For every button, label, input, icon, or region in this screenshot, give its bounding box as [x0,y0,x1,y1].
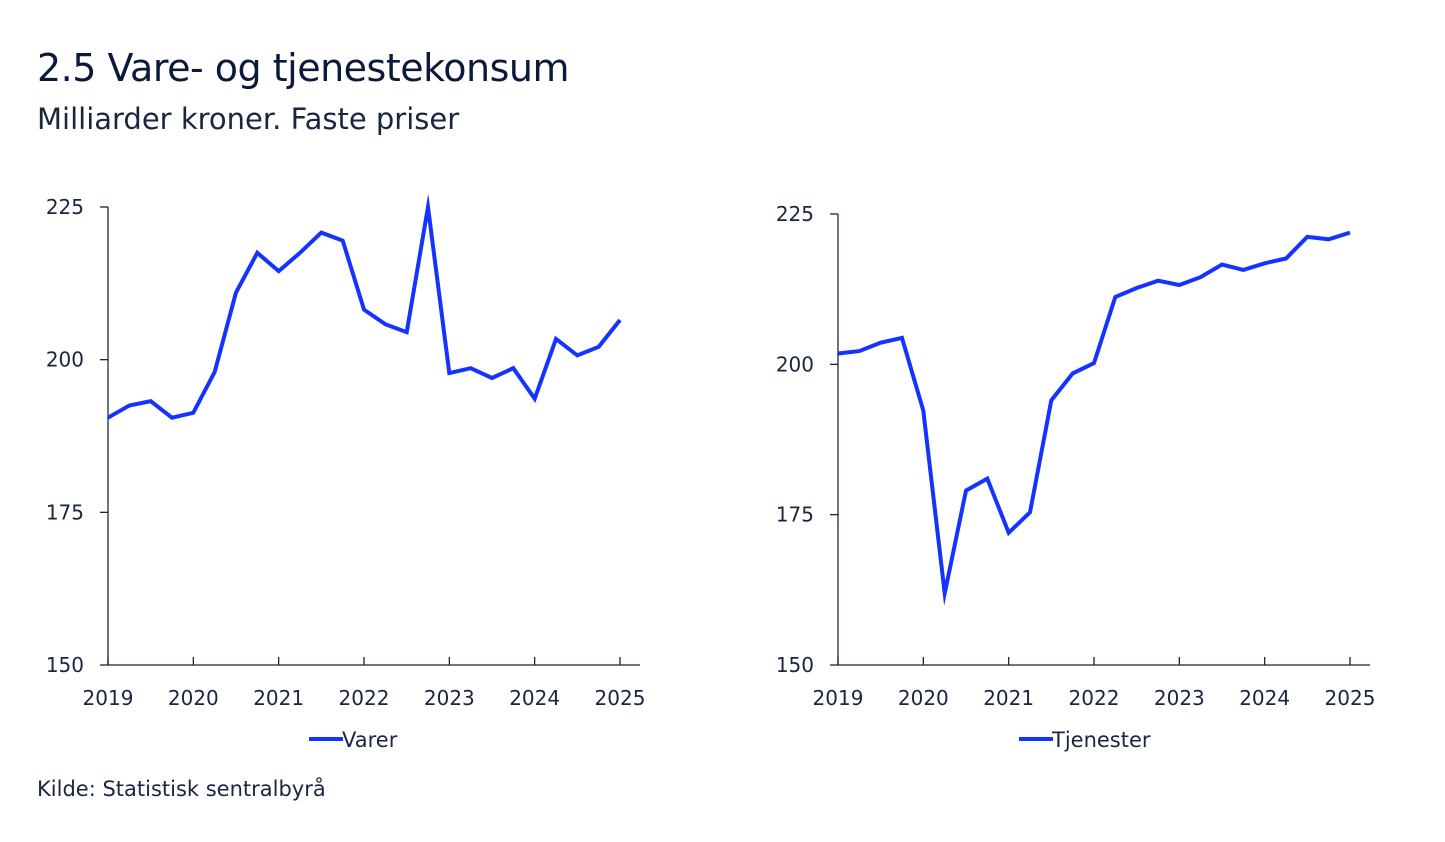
y-tick-label: 150 [776,653,814,677]
chart-panel-tjenester: 150 175 200 225 2019 2020 2021 2022 2023 2024 2025… [776,202,1376,752]
x-tick-label: 2025 [1325,686,1376,710]
x-tick-label: 2023 [1154,686,1205,710]
x-tick-label: 2020 [898,686,949,710]
y-tick-label: 225 [776,202,814,226]
y-tick-label: 150 [46,653,84,677]
series-line-tjenester [837,230,1351,606]
chart-subtitle: Milliarder kroner. Faste priser [37,102,460,136]
source-note: Kilde: Statistisk sentralbyrå [37,777,326,801]
x-tick-label: 2024 [1239,686,1290,710]
x-tick-label: 2022 [339,686,390,710]
legend-label: Varer [342,728,398,752]
x-tick-label: 2023 [424,686,475,710]
legend-label: Tjenester [1051,728,1151,752]
x-tick-label: 2021 [253,686,304,710]
series-line-varer [107,193,622,420]
y-tick-label: 200 [776,352,814,376]
y-tick-label: 225 [46,195,84,219]
x-tick-label: 2022 [1069,686,1120,710]
chart-panel-varer: 150 175 200 225 2019 2020 2021 2022 2023 2024 2025… [46,193,646,752]
y-tick-label: 175 [776,503,814,527]
x-tick-label: 2024 [509,686,560,710]
y-tick-label: 200 [46,348,84,372]
x-tick-label: 2025 [595,686,646,710]
y-tick-label: 175 [46,500,84,524]
x-tick-label: 2019 [83,686,134,710]
x-tick-label: 2020 [168,686,219,710]
x-tick-label: 2021 [983,686,1034,710]
x-tick-label: 2019 [813,686,864,710]
chart-title: 2.5 Vare- og tjenestekonsum [37,46,570,90]
